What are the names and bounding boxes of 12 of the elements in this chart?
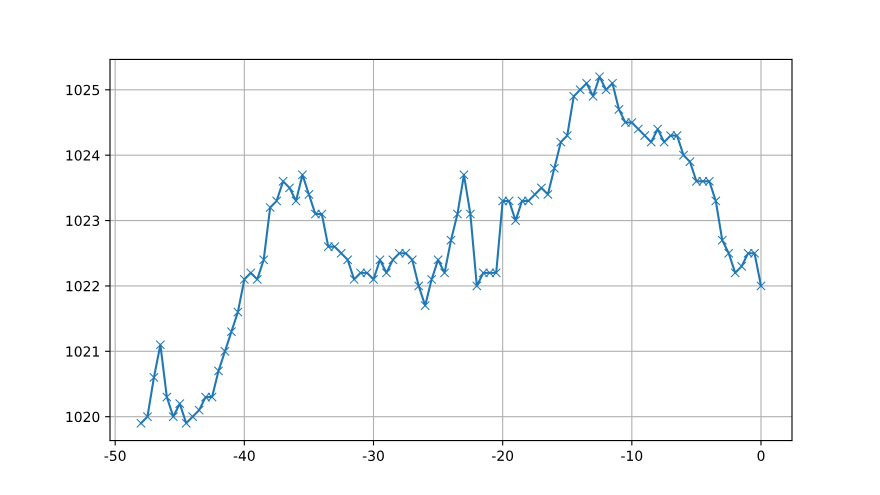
y-tick-label: 1023 <box>66 216 100 226</box>
x-tick-label: -50 <box>104 450 126 462</box>
x-tick-label: -40 <box>234 450 255 462</box>
x-tick-label: 0 <box>757 450 764 462</box>
y-tick-label: 1021 <box>66 346 99 357</box>
y-tick-label: 1020 <box>66 412 100 422</box>
x-tick-label: -30 <box>362 450 384 462</box>
y-tick-label: 1025 <box>66 84 100 96</box>
y-tick-label: 1022 <box>66 280 99 292</box>
y-tick-label: 1024 <box>66 150 100 161</box>
x-tick-label: -10 <box>621 450 642 462</box>
x-tick-label: -20 <box>492 450 514 462</box>
